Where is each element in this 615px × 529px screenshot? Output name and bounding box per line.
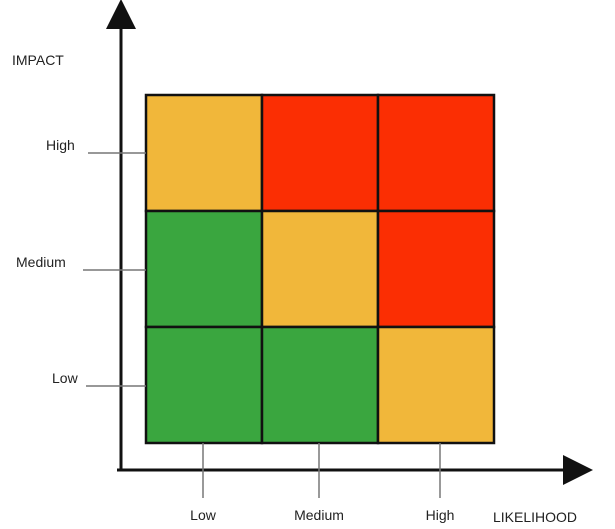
x-label-high: High [426, 507, 455, 523]
cell-impact-high-likelihood-medium [260, 93, 380, 213]
cell-impact-medium-likelihood-medium [260, 209, 380, 329]
cell-impact-low-likelihood-low [144, 325, 264, 445]
cell-impact-low-likelihood-medium [260, 325, 380, 445]
matrix-cells [144, 93, 496, 445]
cell-impact-high-likelihood-high [376, 93, 496, 213]
y-label-medium: Medium [16, 254, 66, 270]
y-label-low: Low [52, 370, 79, 386]
cell-impact-medium-likelihood-high [376, 209, 496, 329]
y-label-high: High [46, 137, 75, 153]
cell-impact-low-likelihood-high [376, 325, 496, 445]
x-axis-title: LIKELIHOOD [493, 509, 577, 525]
cell-impact-high-likelihood-low [144, 93, 264, 213]
x-label-medium: Medium [294, 507, 344, 523]
y-axis-title: IMPACT [12, 52, 64, 68]
x-label-low: Low [190, 507, 217, 523]
cell-impact-medium-likelihood-low [144, 209, 264, 329]
